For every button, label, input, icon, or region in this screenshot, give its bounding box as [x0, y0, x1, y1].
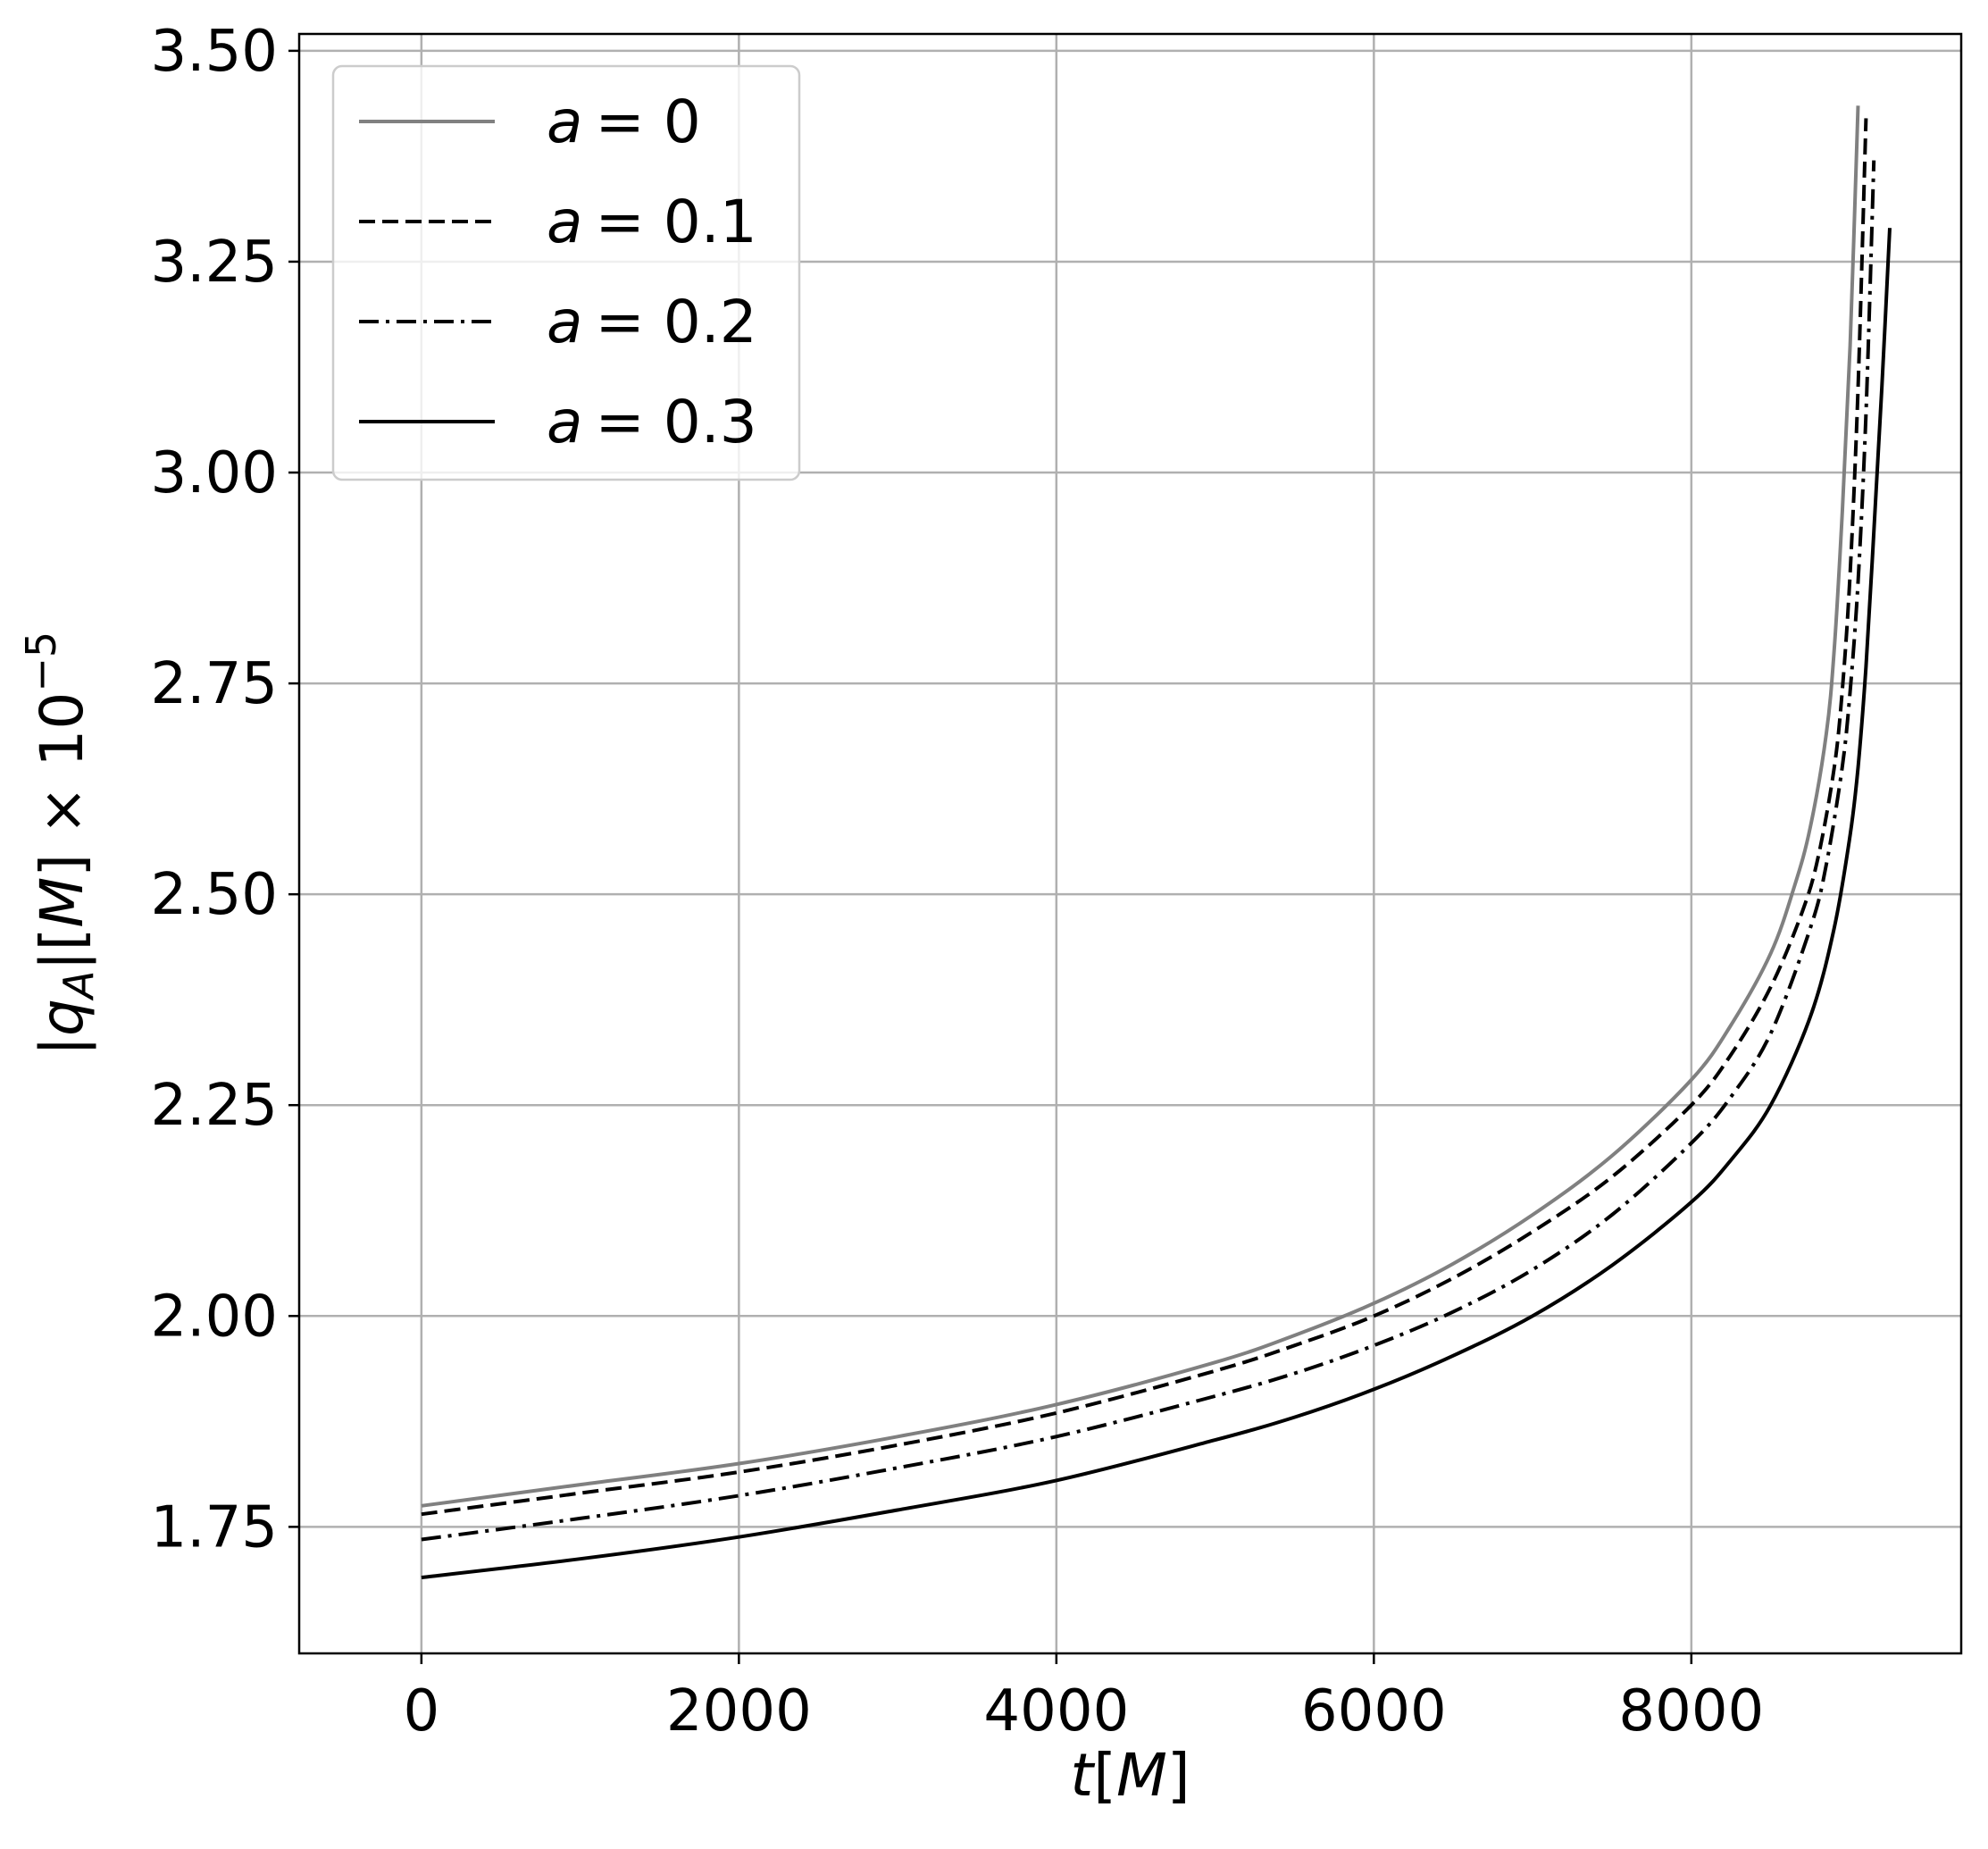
y-tick-label: 1.75	[151, 1494, 279, 1560]
y-axis-label: |qA|[M] × 10−5	[17, 632, 103, 1056]
y-tick-label: 3.25	[151, 230, 279, 296]
x-axis-label: t[M]	[1070, 1741, 1190, 1810]
series-line-3	[421, 228, 1892, 1579]
x-tick-label: 8000	[1618, 1678, 1764, 1744]
plot-series	[421, 105, 1892, 1579]
legend-entry-label: a = 0.2	[547, 288, 757, 356]
y-tick-label: 2.00	[151, 1284, 279, 1350]
legend-box	[331, 64, 801, 481]
y-tick-label: 3.50	[151, 19, 279, 85]
y-tick-label: 2.75	[151, 651, 279, 717]
y-tick-label: 3.00	[151, 440, 279, 506]
x-tick-label: 0	[404, 1678, 440, 1744]
y-tick-label: 2.50	[151, 862, 279, 928]
x-tick-label: 2000	[666, 1678, 812, 1744]
series-line-1	[421, 118, 1868, 1517]
x-tick-label: 6000	[1301, 1678, 1447, 1744]
series-line-2	[421, 160, 1876, 1542]
y-tick-label: 2.25	[151, 1073, 279, 1139]
legend-entry-label: a = 0.1	[547, 188, 757, 256]
series-line-0	[421, 105, 1860, 1508]
legend-entry-label: a = 0	[547, 88, 701, 156]
plot-area-frame	[297, 32, 1963, 1655]
legend-entry-label: a = 0.3	[547, 388, 757, 456]
axis-ticks: 0 2000 4000 6000 8000 1.75 2.00 2.25 2.50 2.75 3.0…	[151, 19, 1765, 1744]
x-tick-label: 4000	[983, 1678, 1129, 1744]
legend: a = 0 a = 0.1 a = 0.2 a = 0.3	[331, 64, 801, 481]
